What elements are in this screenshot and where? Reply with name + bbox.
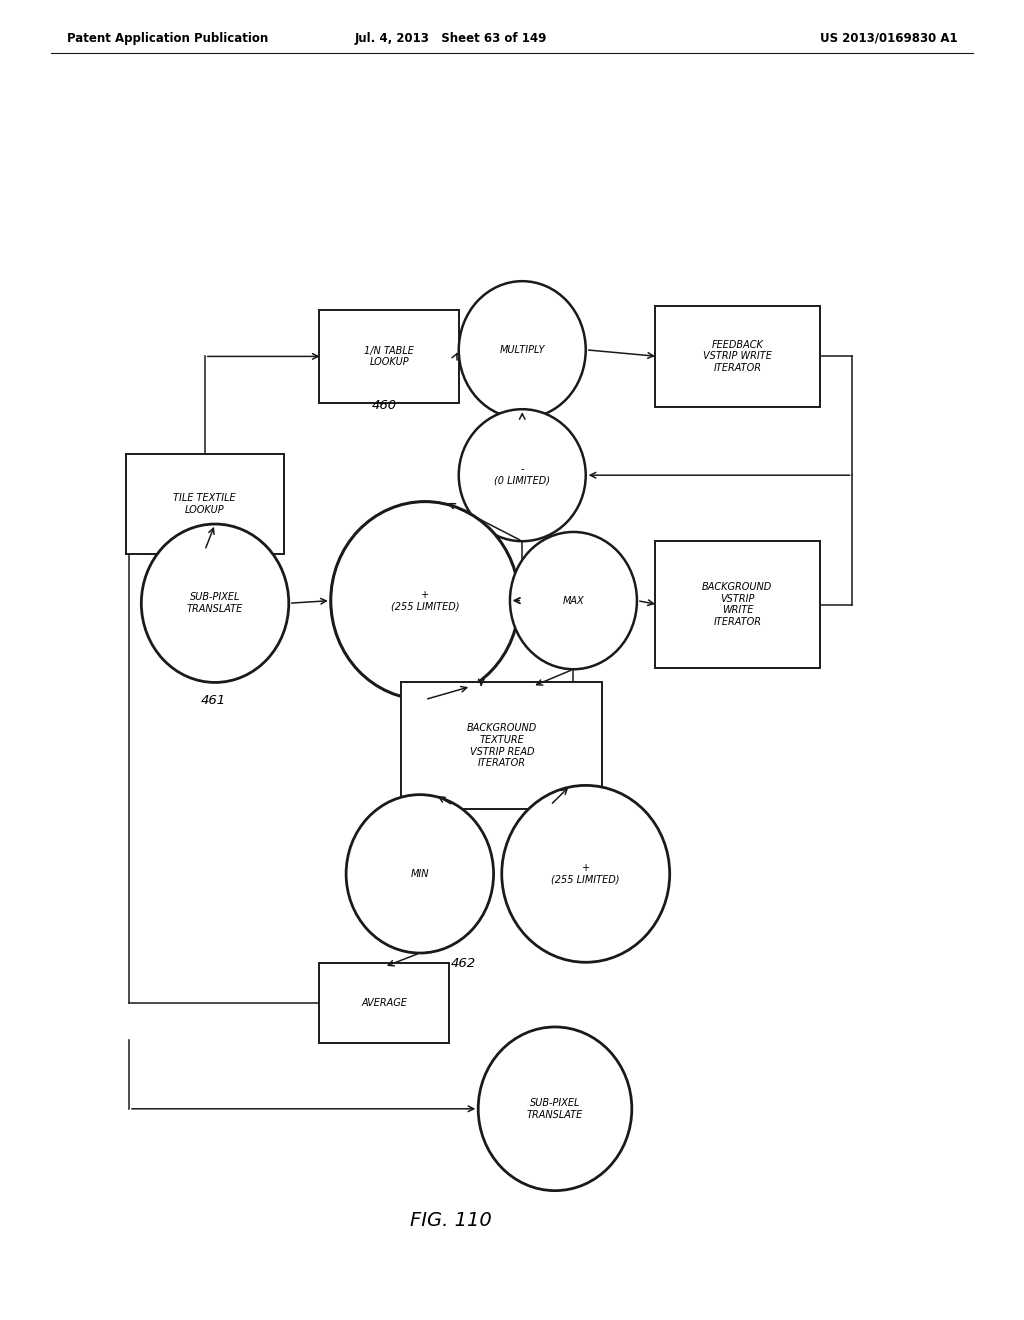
FancyBboxPatch shape xyxy=(126,454,284,554)
Text: Jul. 4, 2013   Sheet 63 of 149: Jul. 4, 2013 Sheet 63 of 149 xyxy=(354,32,547,45)
Text: 461: 461 xyxy=(201,694,225,708)
Ellipse shape xyxy=(346,795,494,953)
Ellipse shape xyxy=(459,409,586,541)
Text: SUB-PIXEL
TRANSLATE: SUB-PIXEL TRANSLATE xyxy=(187,593,243,614)
FancyBboxPatch shape xyxy=(655,541,819,668)
Text: BACKGROUND
VSTRIP
WRITE
ITERATOR: BACKGROUND VSTRIP WRITE ITERATOR xyxy=(702,582,772,627)
Text: AVERAGE: AVERAGE xyxy=(361,998,407,1008)
Text: -
(0 LIMITED): - (0 LIMITED) xyxy=(495,465,550,486)
Ellipse shape xyxy=(459,281,586,418)
Ellipse shape xyxy=(478,1027,632,1191)
FancyBboxPatch shape xyxy=(319,964,449,1043)
Text: FEEDBACK
VSTRIP WRITE
ITERATOR: FEEDBACK VSTRIP WRITE ITERATOR xyxy=(702,339,772,374)
FancyBboxPatch shape xyxy=(655,306,819,407)
Text: 460: 460 xyxy=(372,399,397,412)
Text: MAX: MAX xyxy=(562,595,585,606)
Ellipse shape xyxy=(141,524,289,682)
Text: BACKGROUND
TEXTURE
VSTRIP READ
ITERATOR: BACKGROUND TEXTURE VSTRIP READ ITERATOR xyxy=(467,723,537,768)
Text: +
(255 LIMITED): + (255 LIMITED) xyxy=(391,590,459,611)
Text: FIG. 110: FIG. 110 xyxy=(410,1212,492,1230)
FancyBboxPatch shape xyxy=(319,309,459,404)
Text: MULTIPLY: MULTIPLY xyxy=(500,345,545,355)
Text: 462: 462 xyxy=(451,957,476,970)
Text: SUB-PIXEL
TRANSLATE: SUB-PIXEL TRANSLATE xyxy=(527,1098,583,1119)
Text: 1/N TABLE
LOOKUP: 1/N TABLE LOOKUP xyxy=(365,346,414,367)
Text: US 2013/0169830 A1: US 2013/0169830 A1 xyxy=(820,32,957,45)
Text: TILE TEXTILE
LOOKUP: TILE TEXTILE LOOKUP xyxy=(173,494,237,515)
Ellipse shape xyxy=(510,532,637,669)
Ellipse shape xyxy=(331,502,519,700)
FancyBboxPatch shape xyxy=(401,682,602,809)
Text: +
(255 LIMITED): + (255 LIMITED) xyxy=(552,863,620,884)
Text: Patent Application Publication: Patent Application Publication xyxy=(67,32,268,45)
Text: MIN: MIN xyxy=(411,869,429,879)
Ellipse shape xyxy=(502,785,670,962)
